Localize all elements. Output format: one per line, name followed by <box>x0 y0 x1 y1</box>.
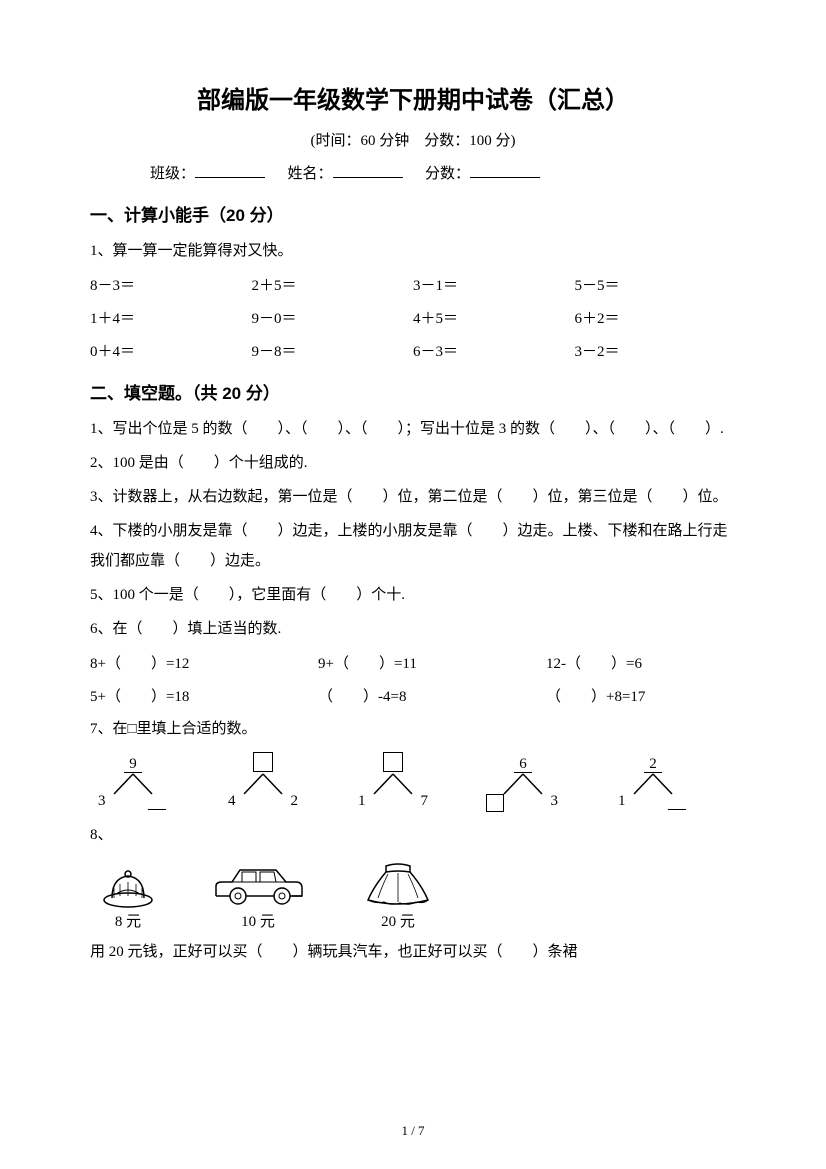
calc-cell: 2＋5＝ <box>252 270 414 303</box>
fill-cell: 5+（ ）=18 <box>90 681 318 714</box>
bond-left: 1 <box>618 793 626 810</box>
s2-q8-text: 用 20 元钱，正好可以买（ ）辆玩具汽车，也正好可以买（ ）条裙 <box>90 937 736 967</box>
section1-heading: 一、计算小能手（20 分） <box>90 201 736 226</box>
item-price: 10 元 <box>208 910 308 931</box>
branch-icon <box>498 772 548 796</box>
bond-right-blank <box>668 809 686 810</box>
s2-q7: 7、在□里填上合适的数。 <box>90 714 736 744</box>
name-label: 姓名： <box>288 166 333 182</box>
exam-subtitle: (时间：60 分钟 分数：100 分) <box>90 129 736 150</box>
class-blank <box>195 162 265 178</box>
calc-cell: 3－1＝ <box>413 270 575 303</box>
bond-top: 9 <box>129 756 137 773</box>
calc-cell: 8－3＝ <box>90 270 252 303</box>
bond-left: 4 <box>228 793 236 810</box>
bond-right-blank <box>148 809 166 810</box>
branch-icon <box>238 772 288 796</box>
number-bond: 4 2 <box>228 756 298 810</box>
calc-cell: 9－8＝ <box>252 336 414 369</box>
name-blank <box>333 162 403 178</box>
s2-q3: 3、计数器上，从右边数起，第一位是（ ）位，第二位是（ ）位，第三位是（ ）位。 <box>90 482 736 512</box>
car-icon <box>208 858 308 908</box>
fill-cell: （ ）+8=17 <box>546 681 736 714</box>
item-price: 8 元 <box>98 910 158 931</box>
s2-q8-label: 8、 <box>90 820 736 850</box>
page-number: 1 / 7 <box>0 1123 826 1139</box>
bond-left: 3 <box>98 793 106 810</box>
s2-q5: 5、100 个一是（ ），它里面有（ ）个十. <box>90 580 736 610</box>
branch-icon <box>108 772 158 796</box>
hat-icon <box>98 866 158 908</box>
bond-right: 7 <box>421 793 429 810</box>
info-line: 班级： 姓名： 分数： <box>90 162 736 183</box>
number-bond: 1 7 <box>358 756 428 810</box>
calc-grid: 8－3＝ 2＋5＝ 3－1＝ 5－5＝ 1＋4＝ 9－0＝ 4＋5＝ 6＋2＝ … <box>90 270 736 369</box>
fill-cell: 8+（ ）=12 <box>90 648 318 681</box>
item-price: 20 元 <box>358 910 438 931</box>
bond-left-box <box>486 794 504 812</box>
section2-heading: 二、填空题。（共 20 分） <box>90 379 736 404</box>
calc-cell: 9－0＝ <box>252 303 414 336</box>
bond-top: 2 <box>649 756 657 773</box>
fill-cell: 12-（ ）=6 <box>546 648 736 681</box>
bond-right: 2 <box>291 793 299 810</box>
exam-title: 部编版一年级数学下册期中试卷（汇总） <box>90 80 736 115</box>
number-bond: 9 3 <box>98 756 168 810</box>
number-bond: 2 1 <box>618 756 688 810</box>
item-car: 10 元 <box>208 858 308 931</box>
branch-icon <box>628 772 678 796</box>
calc-cell: 0＋4＝ <box>90 336 252 369</box>
class-label: 班级： <box>150 166 195 182</box>
bond-top-box <box>253 752 273 772</box>
item-hat: 8 元 <box>98 866 158 931</box>
s2-q2: 2、100 是由（ ）个十组成的. <box>90 448 736 478</box>
fill-cell: 9+（ ）=11 <box>318 648 546 681</box>
bonds-row: 9 3 4 2 1 7 6 3 2 1 <box>98 756 736 810</box>
s1-q1-label: 1、算一算一定能算得对又快。 <box>90 236 736 266</box>
items-row: 8 元 10 元 20 元 <box>98 858 736 931</box>
fill-cell: （ ）-4=8 <box>318 681 546 714</box>
calc-cell: 6＋2＝ <box>575 303 737 336</box>
calc-cell: 5－5＝ <box>575 270 737 303</box>
number-bond: 6 3 <box>488 756 558 810</box>
bond-top: 6 <box>519 756 527 773</box>
fill-grid: 8+（ ）=12 9+（ ）=11 12-（ ）=6 5+（ ）=18 （ ）-… <box>90 648 736 714</box>
calc-cell: 4＋5＝ <box>413 303 575 336</box>
calc-cell: 3－2＝ <box>575 336 737 369</box>
s2-q1: 1、写出个位是 5 的数（ ）、（ ）、（ ）；写出十位是 3 的数（ ）、（ … <box>90 414 736 444</box>
score-blank <box>470 162 540 178</box>
calc-cell: 1＋4＝ <box>90 303 252 336</box>
s2-q4: 4、下楼的小朋友是靠（ ）边走，上楼的小朋友是靠（ ）边走。上楼、下楼和在路上行… <box>90 516 736 576</box>
skirt-icon <box>358 858 438 908</box>
bond-left: 1 <box>358 793 366 810</box>
s2-q6: 6、在（ ）填上适当的数. <box>90 614 736 644</box>
item-skirt: 20 元 <box>358 858 438 931</box>
score-label: 分数： <box>425 166 470 182</box>
calc-cell: 6－3＝ <box>413 336 575 369</box>
bond-right: 3 <box>551 793 559 810</box>
branch-icon <box>368 772 418 796</box>
bond-top-box <box>383 752 403 772</box>
